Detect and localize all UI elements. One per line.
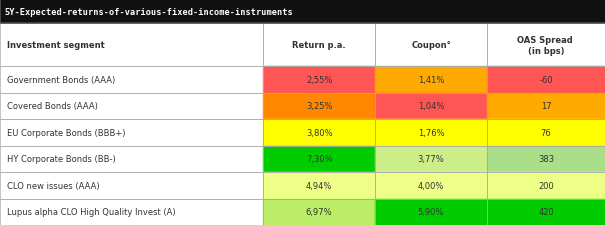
Bar [263, 93, 375, 120]
Text: 5,90%: 5,90% [418, 207, 444, 216]
Bar [375, 199, 487, 225]
Bar [263, 67, 375, 93]
Text: EU Corporate Bonds (BBB+): EU Corporate Bonds (BBB+) [7, 128, 126, 137]
Text: Covered Bonds (AAA): Covered Bonds (AAA) [7, 102, 98, 111]
Bar [487, 67, 605, 93]
Bar [0, 93, 263, 120]
Text: 7,30%: 7,30% [306, 155, 333, 164]
Text: 4,00%: 4,00% [418, 181, 444, 190]
Text: Lupus alpha CLO High Quality Invest (A): Lupus alpha CLO High Quality Invest (A) [7, 207, 176, 216]
Text: 1,41%: 1,41% [418, 76, 444, 85]
Text: Investment segment: Investment segment [7, 41, 105, 50]
Text: 17: 17 [541, 102, 551, 111]
Bar [375, 172, 487, 199]
Bar [263, 67, 375, 93]
Bar [487, 93, 605, 120]
Bar [0, 172, 263, 199]
Bar [0, 67, 263, 93]
Text: 420: 420 [538, 207, 554, 216]
Text: Return p.a.: Return p.a. [292, 41, 346, 50]
Bar [0, 146, 263, 172]
Bar [487, 199, 605, 225]
Bar [0, 172, 263, 199]
Bar [375, 199, 487, 225]
Text: 76: 76 [541, 128, 551, 137]
Bar [263, 199, 375, 225]
Text: OAS Spread 
(in bps): OAS Spread (in bps) [517, 36, 575, 56]
Text: CLO new issues (AAA): CLO new issues (AAA) [7, 181, 100, 190]
Bar [375, 93, 487, 120]
Bar [263, 120, 375, 146]
Bar [0, 199, 263, 225]
Bar [263, 24, 375, 67]
Bar [487, 172, 605, 199]
Text: 4,94%: 4,94% [306, 181, 332, 190]
Bar [263, 172, 375, 199]
Bar [375, 67, 487, 93]
Bar [487, 67, 605, 93]
Text: Government Bonds (AAA): Government Bonds (AAA) [7, 76, 116, 85]
Bar [375, 172, 487, 199]
Bar [263, 146, 375, 172]
Bar [375, 120, 487, 146]
Text: 3,80%: 3,80% [306, 128, 333, 137]
Bar [263, 120, 375, 146]
Bar [487, 146, 605, 172]
Bar [263, 146, 375, 172]
Bar [375, 146, 487, 172]
Bar [375, 146, 487, 172]
Bar [487, 120, 605, 146]
Text: 200: 200 [538, 181, 554, 190]
Bar [0, 120, 263, 146]
Text: HY Corporate Bonds (BB-): HY Corporate Bonds (BB-) [7, 155, 116, 164]
Bar [487, 172, 605, 199]
Bar [487, 93, 605, 120]
Bar [263, 93, 375, 120]
Bar [0, 24, 605, 67]
Text: 3,77%: 3,77% [417, 155, 445, 164]
Bar [0, 93, 263, 120]
Bar [263, 172, 375, 199]
Text: 383: 383 [538, 155, 554, 164]
Bar [263, 199, 375, 225]
Bar [375, 120, 487, 146]
Text: 3,25%: 3,25% [306, 102, 332, 111]
Text: 2,55%: 2,55% [306, 76, 332, 85]
Bar [0, 146, 263, 172]
Text: 6,97%: 6,97% [306, 207, 333, 216]
Text: Coupon°: Coupon° [411, 41, 451, 50]
Text: -60: -60 [539, 76, 553, 85]
Text: 5Y-Expected-returns-of-various-fixed-income-instruments: 5Y-Expected-returns-of-various-fixed-inc… [5, 8, 293, 17]
Bar [0, 24, 263, 67]
Bar [375, 24, 487, 67]
Bar [0, 199, 263, 225]
Bar [0, 120, 263, 146]
Bar [0, 0, 605, 24]
Bar [487, 120, 605, 146]
Bar [0, 67, 263, 93]
Bar [375, 67, 487, 93]
Bar [0, 0, 605, 24]
Bar [487, 146, 605, 172]
Text: 1,76%: 1,76% [417, 128, 445, 137]
Bar [487, 24, 605, 67]
Bar [487, 199, 605, 225]
Bar [375, 93, 487, 120]
Text: 1,04%: 1,04% [418, 102, 444, 111]
